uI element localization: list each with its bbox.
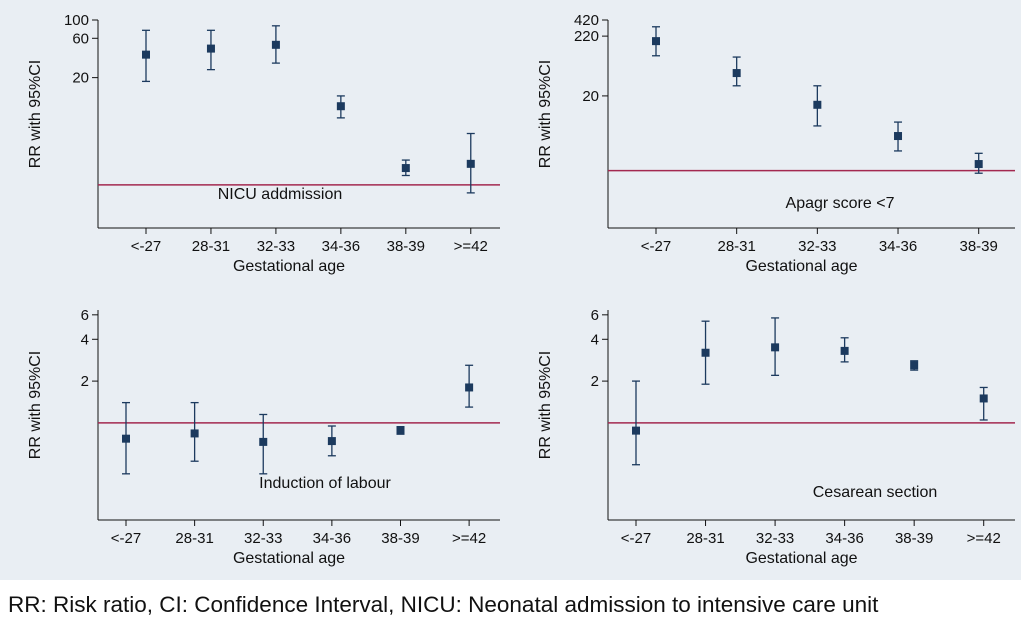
data-point <box>813 100 822 109</box>
x-tick-label: 38-39 <box>387 238 425 255</box>
y-tick-label: 4 <box>81 331 89 348</box>
data-point <box>466 159 475 168</box>
x-tick-label: 32-33 <box>798 238 836 255</box>
ci-errorbar <box>979 386 988 421</box>
data-point <box>206 44 215 53</box>
y-tick-label: 220 <box>574 28 599 45</box>
data-point <box>894 132 903 141</box>
y-axis-title: RR with 95%CI <box>537 351 554 459</box>
y-tick-label: 2 <box>81 373 89 390</box>
x-tick-label: 38-39 <box>895 530 933 547</box>
x-tick-label: >=42 <box>452 530 486 547</box>
data-point <box>122 434 130 443</box>
x-tick-label: <-27 <box>131 238 161 255</box>
data-point <box>327 437 336 446</box>
x-tick-label: 38-39 <box>960 238 998 255</box>
data-point <box>271 40 280 49</box>
x-axis-title: Gestational age <box>233 550 345 567</box>
x-tick-label: 34-36 <box>825 530 863 547</box>
data-point <box>142 50 150 59</box>
x-tick-label: 34-36 <box>322 238 360 255</box>
x-tick-label: <-27 <box>641 238 671 255</box>
y-axis-title: RR with 95%CI <box>27 351 44 459</box>
x-tick-label: >=42 <box>967 530 1001 547</box>
y-axis-title: RR with 95%CI <box>537 60 554 168</box>
chart-panel-3: 2 4 6 <-27 28-31 32-33 34-36 38-39 >=42 RR with 9… <box>27 307 500 567</box>
data-point <box>979 394 988 403</box>
x-axis-title: Gestational age <box>745 258 857 275</box>
data-point <box>465 383 474 392</box>
y-tick-label: 60 <box>72 30 89 47</box>
data-point <box>652 37 660 46</box>
x-axis-title: Gestational age <box>745 550 857 567</box>
y-axis-title: RR with 95%CI <box>27 60 44 168</box>
data-point <box>336 102 345 111</box>
x-tick-label: 32-33 <box>756 530 794 547</box>
y-tick-label: 6 <box>591 307 599 324</box>
x-tick-label: 34-36 <box>313 530 351 547</box>
x-tick-label: 28-31 <box>175 530 213 547</box>
chart-annotation: Induction of labour <box>259 475 391 492</box>
data-point <box>732 69 741 78</box>
y-tick-label: 20 <box>582 88 599 105</box>
y-tick-label: 20 <box>72 70 89 87</box>
data-point <box>840 346 849 355</box>
x-tick-label: 38-39 <box>381 530 419 547</box>
data-point <box>396 426 405 435</box>
y-tick-label: 2 <box>591 373 599 390</box>
x-tick-label: 34-36 <box>879 238 917 255</box>
data-point <box>701 348 710 357</box>
y-tick-label: 4 <box>591 331 599 348</box>
x-tick-label: 28-31 <box>686 530 724 547</box>
x-tick-label: 32-33 <box>257 238 295 255</box>
y-tick-label: 6 <box>81 307 89 324</box>
chart-annotation: Apagr score <7 <box>786 195 895 212</box>
x-tick-label: <-27 <box>111 530 141 547</box>
chart-annotation: NICU addmission <box>218 186 342 203</box>
chart-panel-4: 2 4 6 <-27 28-31 32-33 34-36 38-39 >=42 RR with 9… <box>537 307 1015 567</box>
data-point <box>259 437 268 446</box>
x-tick-label: 28-31 <box>192 238 230 255</box>
x-tick-label: 28-31 <box>717 238 755 255</box>
ci-errorbar <box>632 380 640 466</box>
data-point <box>190 429 199 438</box>
data-point <box>401 164 410 173</box>
x-tick-label: <-27 <box>621 530 651 547</box>
x-tick-label: >=42 <box>454 238 488 255</box>
x-tick-label: 32-33 <box>244 530 282 547</box>
data-point <box>974 160 983 169</box>
y-tick-label: 420 <box>574 12 599 29</box>
data-point <box>771 343 780 352</box>
data-point <box>910 361 919 370</box>
y-tick-label: 100 <box>64 12 89 29</box>
figure-panels: 20 60 100 <-27 28-31 32-33 34-36 38-39 >=42 RR wi… <box>0 0 1021 580</box>
data-point <box>632 426 640 435</box>
x-axis-title: Gestational age <box>233 258 345 275</box>
chart-annotation: Cesarean section <box>813 484 938 501</box>
figure-footnote: RR: Risk ratio, CI: Confidence Interval,… <box>8 592 879 617</box>
